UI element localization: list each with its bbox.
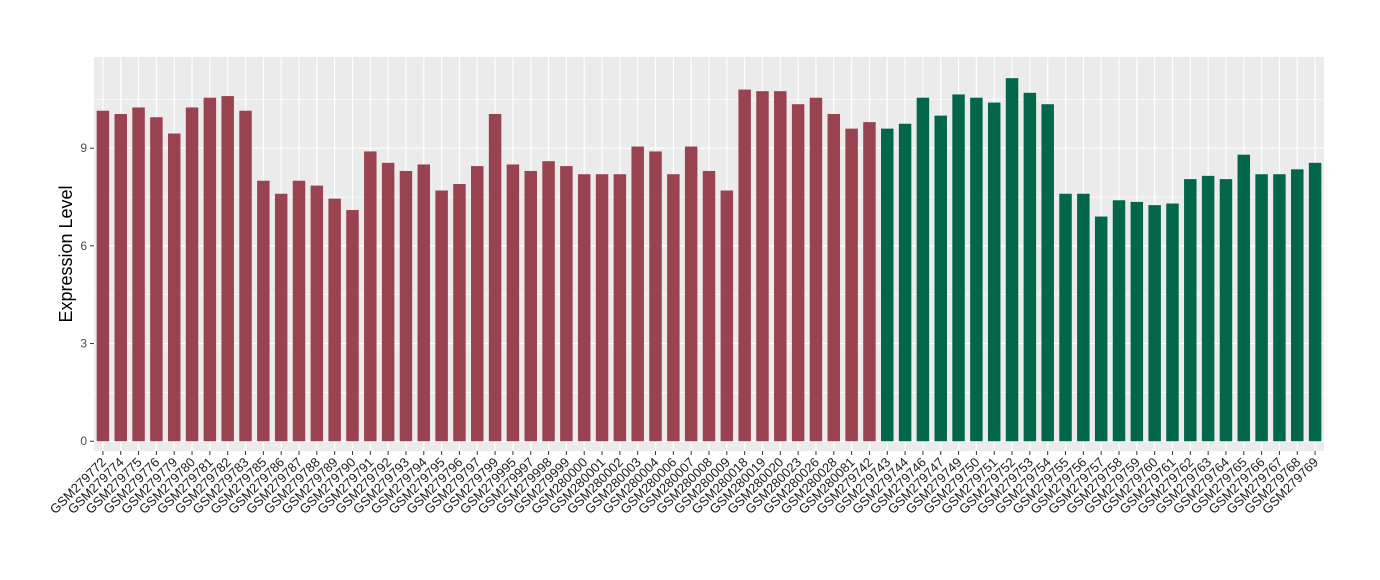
y-tick-label: 6 [80,239,87,253]
bar-GSM279772 [96,110,110,442]
bar-GSM279780 [185,107,199,442]
bars [96,78,1322,442]
bar-GSM279775 [132,107,145,442]
bar-GSM279786 [274,193,288,442]
bar-GSM280000 [577,174,591,442]
bar-GSM279998 [542,161,555,442]
bar-GSM279750 [970,97,983,442]
y-tick-label: 0 [80,434,87,448]
bar-GSM279747 [934,115,947,442]
bar-GSM279751 [987,102,1001,442]
bar-GSM279766 [1255,174,1268,442]
y-axis: 0 3 6 9 [80,141,94,448]
bar-GSM279754 [1041,104,1054,442]
bar-GSM280004 [649,151,662,442]
bar-GSM279763 [1201,175,1215,442]
bar-GSM280009 [720,190,734,442]
bar-GSM279779 [167,133,181,442]
bar-GSM280019 [756,91,769,442]
bar-GSM279789 [328,198,341,442]
bar-GSM279752 [1005,78,1019,442]
bar-GSM279799 [488,113,502,442]
bar-GSM280002 [613,174,627,442]
bar-GSM280007 [684,146,698,442]
bar-GSM279742 [863,122,876,442]
bar-GSM279759 [1130,201,1144,442]
bar-GSM279769 [1308,162,1322,442]
bar-GSM279797 [471,166,484,442]
bar-GSM279788 [310,185,324,442]
bar-GSM279787 [292,180,306,442]
bar-GSM279761 [1166,203,1179,442]
bar-GSM279785 [257,180,270,442]
bar-GSM279791 [364,151,377,442]
x-axis: GSM279772GSM279774GSM279775GSM279776GSM2… [47,451,1321,517]
bar-GSM280006 [667,174,680,442]
bar-GSM279782 [221,96,234,442]
bar-GSM279781 [203,97,217,442]
bar-GSM279774 [114,113,127,442]
bar-GSM279792 [381,162,395,442]
bar-GSM279749 [952,94,965,442]
bar-GSM279795 [435,190,448,442]
bar-GSM279760 [1148,205,1161,442]
bar-GSM280003 [631,146,644,442]
bar-GSM279999 [560,166,573,442]
bar-GSM279757 [1094,216,1108,442]
bar-GSM280001 [595,174,609,442]
bar-GSM280018 [738,89,751,442]
bar-GSM279776 [150,117,163,442]
bar-GSM280028 [827,113,841,442]
bar-GSM279764 [1219,179,1233,442]
bar-GSM279997 [524,170,537,442]
bar-GSM280023 [791,104,805,442]
bar-GSM279758 [1112,200,1126,442]
bar-GSM280020 [774,91,787,442]
bar-GSM279755 [1059,193,1072,442]
bar-GSM279753 [1023,92,1037,442]
y-tick-label: 9 [80,141,87,155]
bar-GSM279790 [346,210,359,442]
bar-GSM280008 [702,170,716,442]
bar-GSM279744 [898,123,912,442]
bar-GSM279746 [916,97,930,442]
bar-GSM279768 [1291,169,1304,442]
bar-GSM279783 [239,110,252,442]
bar-GSM280081 [845,128,858,442]
bar-GSM279995 [506,164,520,442]
bar-GSM279743 [881,128,894,442]
bar-GSM279765 [1237,154,1251,442]
bar-GSM279762 [1184,179,1197,442]
bar-GSM279756 [1077,193,1090,442]
y-axis-title: Expression Level [56,185,76,322]
y-tick-label: 3 [80,337,87,351]
bar-GSM279793 [399,170,413,442]
bar-GSM279796 [453,183,466,442]
bar-GSM279794 [417,164,431,442]
bar-GSM279767 [1273,174,1286,442]
bar-GSM280026 [809,97,823,442]
